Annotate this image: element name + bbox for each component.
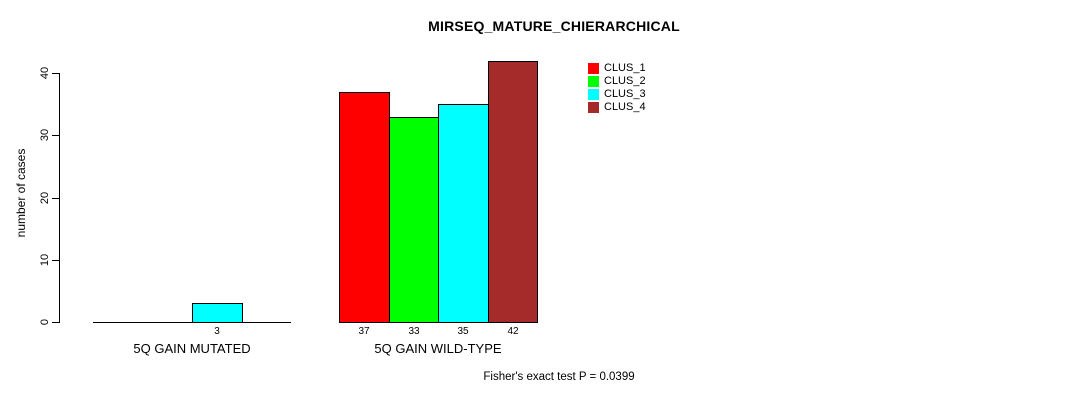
y-tick-label: 30 (39, 128, 51, 142)
legend-label: CLUS_4 (604, 101, 646, 113)
legend-swatch-icon (588, 89, 599, 100)
y-tick (52, 322, 59, 323)
bar-value-label: 3 (214, 326, 220, 337)
y-tick (52, 73, 59, 74)
y-axis-label: number of cases (14, 148, 28, 238)
bar-value-label: 33 (408, 326, 420, 337)
legend-swatch-icon (588, 63, 599, 74)
legend-label: CLUS_3 (604, 88, 646, 100)
bar-clus_3 (192, 303, 243, 323)
legend: CLUS_1 CLUS_2 CLUS_3 CLUS_4 (588, 62, 646, 114)
y-tick (52, 198, 59, 199)
bar-value-label: 37 (358, 326, 370, 337)
fisher-test-annotation: Fisher's exact test P = 0.0399 (483, 371, 635, 383)
y-tick (52, 135, 59, 136)
y-tick-label: 40 (39, 66, 51, 80)
bar-clus_2 (389, 117, 439, 323)
chart-title: MIRSEQ_MATURE_CHIERARCHICAL (428, 18, 680, 34)
bar-clus_4 (488, 61, 538, 323)
legend-swatch-icon (588, 102, 599, 113)
bar-value-label: 42 (507, 326, 519, 337)
category-label: 5Q GAIN WILD-TYPE (374, 341, 502, 356)
legend-label: CLUS_2 (604, 75, 646, 87)
y-axis-line (59, 73, 60, 323)
legend-item-clus_1: CLUS_1 (588, 62, 646, 75)
y-tick-label: 0 (39, 318, 51, 326)
category-label: 5Q GAIN MUTATED (133, 341, 251, 356)
legend-item-clus_2: CLUS_2 (588, 75, 646, 88)
bar-clus_3 (438, 104, 489, 323)
y-tick-label: 10 (39, 253, 51, 267)
legend-item-clus_3: CLUS_3 (588, 88, 646, 101)
bar-clus_1 (339, 92, 390, 323)
legend-label: CLUS_1 (604, 62, 646, 74)
y-tick-label: 20 (39, 191, 51, 205)
legend-item-clus_4: CLUS_4 (588, 101, 646, 114)
y-tick (52, 260, 59, 261)
bar-value-label: 35 (457, 326, 469, 337)
legend-swatch-icon (588, 76, 599, 87)
